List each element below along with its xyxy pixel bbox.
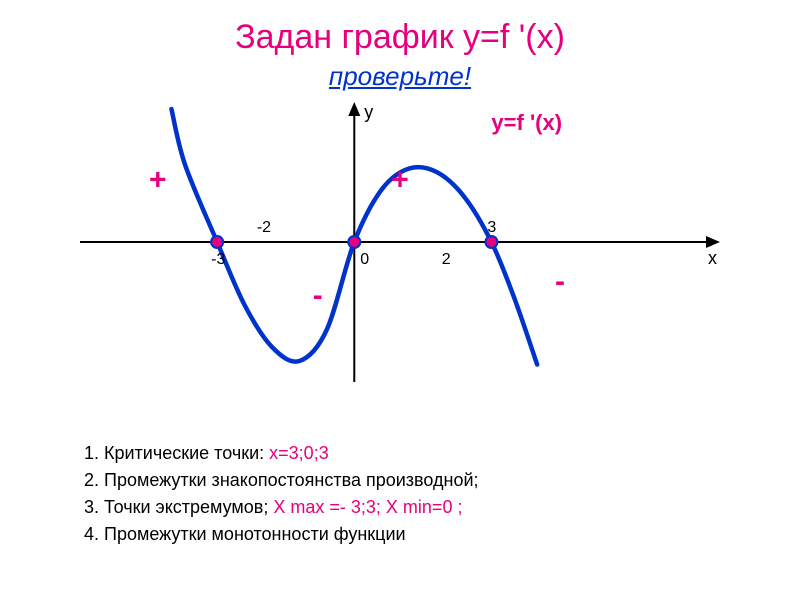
svg-text:-2: -2 (257, 219, 271, 236)
svg-text:y=f '(x): y=f '(x) (491, 110, 562, 135)
svg-text:+: + (391, 164, 409, 197)
svg-text:y: y (364, 102, 373, 122)
answer-item: Критические точки: x=3;0;3 (104, 440, 479, 467)
chart-svg: x y -3 -2 0 2 3 + + - - y=f '(x) (80, 102, 720, 382)
svg-text:3: 3 (487, 219, 496, 236)
title-sub: проверьте! (0, 61, 800, 92)
answer-text: Промежутки знакопостоянства производной; (104, 470, 479, 490)
svg-text:-: - (313, 279, 323, 312)
answer-item: Промежутки знакопостоянства производной; (104, 467, 479, 494)
answer-item: Промежутки монотонности функции (104, 521, 479, 548)
svg-text:0: 0 (360, 251, 369, 268)
derivative-chart: x y -3 -2 0 2 3 + + - - y=f '(x) (80, 102, 720, 382)
answer-text: Промежутки монотонности функции (104, 524, 406, 544)
answer-text: Точки экстремумов; (104, 497, 273, 517)
svg-text:-3: -3 (211, 251, 225, 268)
title-area: Задан график y=f '(x) проверьте! (0, 0, 800, 92)
svg-text:-: - (555, 265, 565, 298)
answer-highlight: x=3;0;3 (269, 443, 329, 463)
answers-list: Критические точки: x=3;0;3 Промежутки зна… (80, 440, 479, 548)
answer-highlight: X max =- 3;3; X min=0 ; (273, 497, 462, 517)
svg-text:2: 2 (442, 251, 451, 268)
answer-item: Точки экстремумов; X max =- 3;3; X min=0… (104, 494, 479, 521)
svg-text:+: + (149, 164, 167, 197)
svg-text:x: x (708, 248, 717, 268)
title-main: Задан график y=f '(x) (0, 18, 800, 57)
answer-text: Критические точки: (104, 443, 269, 463)
